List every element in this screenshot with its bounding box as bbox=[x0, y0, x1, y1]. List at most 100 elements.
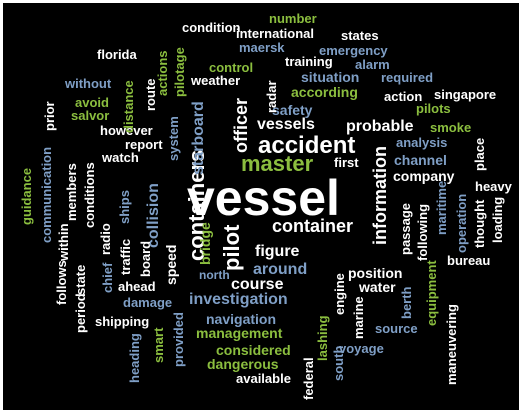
word-heading: heading bbox=[127, 333, 142, 383]
word-course: course bbox=[231, 276, 284, 293]
word-according: according bbox=[291, 84, 358, 100]
word-bureau: bureau bbox=[447, 253, 491, 268]
word-required: required bbox=[381, 70, 434, 85]
word-within: within bbox=[56, 223, 71, 261]
word-passage: passage bbox=[398, 202, 413, 255]
word-singapore: singapore bbox=[434, 87, 497, 102]
word-north: north bbox=[199, 268, 230, 282]
word-starboard: starboard bbox=[190, 101, 207, 175]
word-system: system bbox=[166, 116, 181, 161]
word-around: around bbox=[253, 261, 308, 278]
word-follows: follows bbox=[54, 260, 69, 305]
word-channel: channel bbox=[394, 152, 447, 168]
word-board: board bbox=[138, 240, 153, 277]
word-pilotage: pilotage bbox=[172, 47, 187, 97]
word-maneuvering: maneuvering bbox=[444, 304, 459, 385]
word-place: place bbox=[472, 137, 487, 171]
word-maritime: maritime bbox=[434, 180, 449, 235]
word-number: number bbox=[269, 11, 317, 26]
word-water: water bbox=[359, 279, 396, 295]
word-states: states bbox=[341, 28, 379, 43]
word-watch: watch bbox=[102, 150, 139, 165]
word-speed: speed bbox=[163, 244, 179, 285]
word-report: report bbox=[125, 137, 163, 152]
word-ahead: ahead bbox=[118, 279, 156, 294]
word-available: available bbox=[236, 371, 291, 386]
word-ships: ships bbox=[117, 190, 132, 224]
word-figure: figure bbox=[255, 243, 300, 260]
word-traffic: traffic bbox=[118, 238, 133, 275]
word-avoid: avoid bbox=[75, 95, 109, 110]
word-accident: accident bbox=[258, 132, 356, 159]
word-considered: considered bbox=[216, 342, 291, 358]
word-situation: situation bbox=[301, 69, 360, 85]
word-radar: radar bbox=[264, 80, 279, 113]
word-engine: engine bbox=[332, 273, 347, 315]
word-federal: federal bbox=[301, 357, 316, 400]
word-radio: radio bbox=[98, 223, 113, 255]
word-heavy: heavy bbox=[475, 179, 512, 194]
word-pilot: pilot bbox=[219, 224, 244, 271]
word-marine: marine bbox=[351, 296, 366, 339]
word-loading: loading bbox=[490, 196, 505, 243]
word-safety: safety bbox=[272, 102, 313, 118]
word-without: without bbox=[65, 76, 112, 91]
word-berth: berth bbox=[399, 286, 414, 320]
word-collision: collision bbox=[145, 183, 162, 248]
word-alarm: alarm bbox=[355, 57, 390, 72]
word-smart: smart bbox=[151, 327, 166, 363]
word-company: company bbox=[393, 168, 455, 184]
word-equipment: equipment bbox=[424, 260, 439, 326]
word-chief: chief bbox=[100, 262, 115, 293]
word-management: management bbox=[196, 325, 283, 341]
word-cloud: vessel master accident container vessels… bbox=[3, 3, 519, 410]
word-position: position bbox=[348, 265, 403, 281]
word-vessels: vessels bbox=[257, 116, 315, 133]
word-pilots: pilots bbox=[416, 101, 451, 116]
word-probable: probable bbox=[346, 118, 414, 135]
word-shipping: shipping bbox=[95, 314, 150, 329]
word-state: state bbox=[73, 264, 88, 295]
word-prior: prior bbox=[42, 101, 57, 131]
word-however: however bbox=[100, 123, 153, 138]
word-analysis: analysis bbox=[396, 135, 448, 150]
word-information: information bbox=[370, 146, 390, 245]
word-navigation: navigation bbox=[206, 311, 277, 327]
word-vessel: vessel bbox=[187, 170, 340, 226]
word-communication: communication bbox=[39, 146, 54, 243]
word-training: training bbox=[285, 54, 333, 69]
word-period: period bbox=[73, 293, 88, 333]
word-conditions: conditions bbox=[82, 162, 97, 228]
word-control: control bbox=[209, 60, 254, 75]
word-dangerous: dangerous bbox=[207, 356, 279, 372]
word-damage: damage bbox=[123, 295, 173, 310]
word-investigation: investigation bbox=[189, 291, 288, 308]
word-south: south bbox=[331, 345, 346, 381]
word-provided: provided bbox=[171, 312, 186, 367]
word-distance: distance bbox=[121, 80, 136, 133]
word-salvor: salvor bbox=[71, 108, 110, 123]
word-first: first bbox=[334, 155, 359, 170]
word-source: source bbox=[375, 321, 418, 336]
word-international: international bbox=[236, 26, 315, 41]
word-members: members bbox=[64, 163, 79, 221]
word-thought: thought bbox=[472, 199, 487, 248]
word-smoke: smoke bbox=[430, 120, 472, 135]
word-weather: weather bbox=[191, 73, 241, 88]
word-master: master bbox=[241, 151, 314, 176]
word-condition: condition bbox=[182, 20, 241, 35]
word-emergency: emergency bbox=[319, 43, 388, 58]
word-bridge: bridge bbox=[197, 222, 213, 265]
word-florida: florida bbox=[97, 47, 137, 62]
word-following: following bbox=[415, 203, 430, 261]
word-maersk: maersk bbox=[239, 40, 285, 55]
word-container: container bbox=[272, 216, 354, 236]
word-officer: officer bbox=[231, 97, 251, 153]
word-operation: operation bbox=[454, 193, 469, 253]
word-actions: actions bbox=[155, 50, 170, 96]
word-action: action bbox=[384, 89, 423, 104]
word-voyage: voyage bbox=[339, 341, 384, 356]
word-lashing: lashing bbox=[315, 315, 330, 361]
word-guidance: guidance bbox=[19, 167, 34, 225]
